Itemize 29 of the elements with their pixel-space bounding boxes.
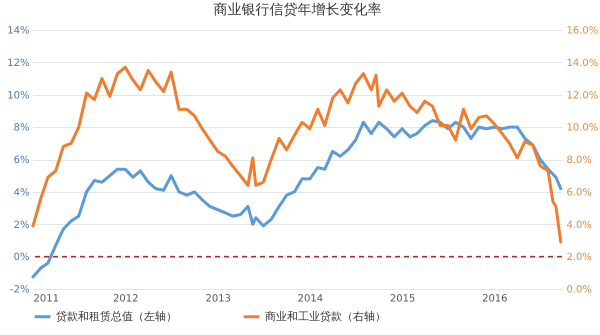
line-series	[32, 66, 562, 244]
y-tick-label: 0%	[14, 252, 30, 264]
y-tick-label: 4%	[14, 187, 30, 198]
y2-tick-label: 10.0%	[566, 122, 598, 134]
y2-tick-label: 8.0%	[566, 155, 592, 166]
y2-tick-label: 6.0%	[566, 187, 592, 198]
chart-title: 商业银行信贷年增长变化率	[214, 2, 382, 18]
y-tick-label: 8%	[14, 122, 30, 134]
y-tick-label: 10%	[7, 90, 30, 102]
y2-tick-label: 12.0%	[566, 90, 598, 102]
y-tick-label: 14%	[7, 26, 30, 36]
y2-tick-label: 2.0%	[566, 252, 592, 264]
x-tick-label: 2014	[298, 294, 324, 304]
y-tick-label: -2%	[10, 284, 30, 296]
y2-tick-label: 14.0%	[566, 58, 598, 69]
legend-label: 商业和工业贷款（右轴）	[265, 310, 386, 323]
y2-tick-label: 0.0%	[566, 284, 592, 296]
y2-tick-label: 4.0%	[566, 220, 592, 231]
y2-tick-label: 16.0%	[566, 26, 598, 36]
x-tick-label: 2011	[34, 294, 59, 304]
y-tick-label: 6%	[14, 155, 30, 166]
x-tick-label: 2016	[482, 294, 508, 304]
y-tick-label: 2%	[14, 220, 30, 231]
legend-label: 贷款和租赁总值（左轴）	[56, 310, 177, 323]
line-series	[32, 119, 562, 278]
y-tick-label: 12%	[7, 58, 30, 69]
x-tick-label: 2015	[390, 294, 416, 304]
x-tick-label: 2012	[112, 294, 138, 304]
x-tick-label: 2013	[205, 294, 231, 304]
